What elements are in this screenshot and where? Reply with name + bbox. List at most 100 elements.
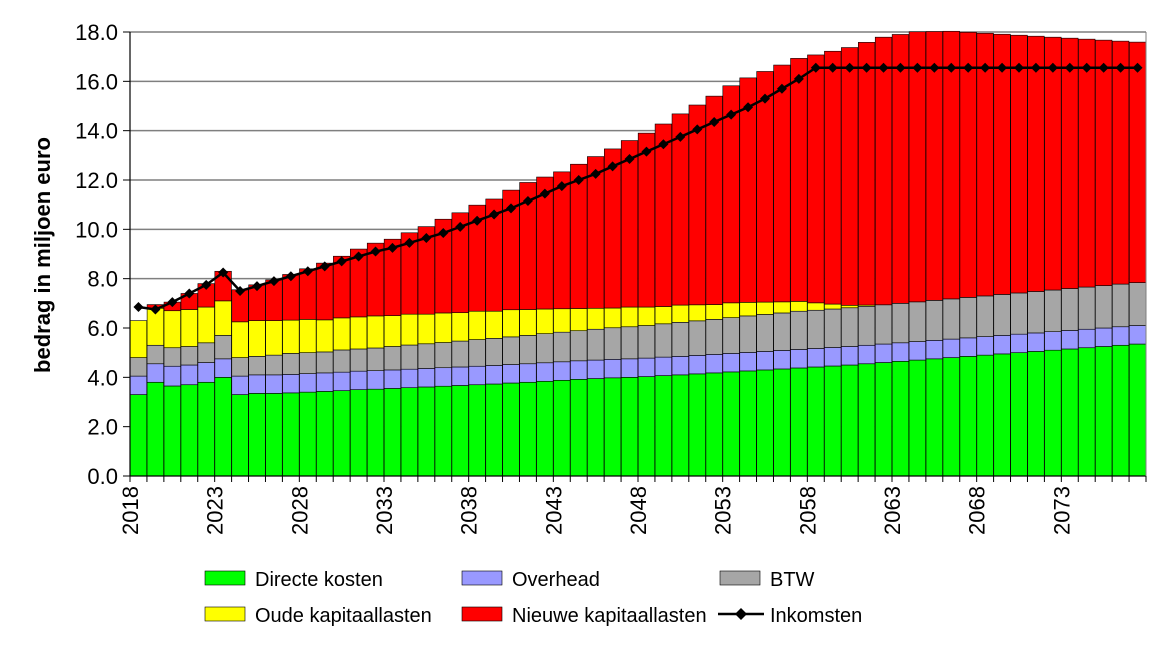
bar-nieuwe-kapitaallasten: [299, 268, 317, 320]
bar-overhead: [146, 363, 164, 383]
bar-directe-kosten: [1095, 346, 1113, 477]
bar-btw: [570, 330, 588, 362]
bar-overhead: [536, 362, 554, 382]
bar-btw: [604, 327, 622, 360]
bar-nieuwe-kapitaallasten: [705, 95, 723, 305]
bar-overhead: [214, 358, 232, 378]
y-tick-label: 16.0: [75, 69, 118, 94]
bar-overhead: [959, 337, 977, 357]
bar-directe-kosten: [807, 366, 825, 477]
income-point: [861, 62, 872, 73]
bar-btw: [705, 319, 723, 355]
bar-oude-kapitaalasten: [773, 301, 791, 314]
bar-directe-kosten: [350, 389, 368, 477]
income-point: [1081, 62, 1092, 73]
bar-directe-kosten: [570, 379, 588, 477]
bar-btw: [519, 335, 537, 365]
income-point: [726, 109, 737, 120]
bar-directe-kosten: [688, 373, 706, 477]
bar-overhead: [366, 370, 385, 390]
bar-nieuwe-kapitaallasten: [688, 104, 706, 306]
income-point: [252, 281, 262, 292]
bar-oude-kapitaalasten: [350, 316, 368, 350]
bar-btw: [722, 317, 740, 354]
bar-overhead: [299, 373, 317, 393]
legend-swatch: [719, 570, 761, 586]
bar-nieuwe-kapitaallasten: [925, 31, 943, 301]
bar-overhead: [773, 350, 791, 370]
bar-overhead: [604, 359, 622, 379]
y-tick-label: 0.0: [87, 464, 118, 489]
income-line: [133, 62, 1143, 315]
legend-label: Oude kapitaallasten: [255, 605, 432, 627]
bar-directe-kosten: [265, 393, 283, 477]
bar-overhead: [858, 344, 876, 365]
bar-nieuwe-kapitaallasten: [841, 47, 859, 306]
bar-oude-kapitaalasten: [705, 304, 723, 320]
income-point: [556, 181, 567, 192]
bar-oude-kapitaalasten: [383, 315, 402, 347]
bar-overhead: [942, 338, 960, 358]
bar-nieuwe-kapitaallasten: [756, 71, 774, 303]
income-point: [912, 62, 923, 73]
bar-nieuwe-kapitaallasten: [333, 255, 351, 319]
bar-overhead: [1095, 327, 1113, 347]
bar-btw: [891, 303, 910, 344]
bar-overhead: [265, 374, 283, 394]
x-tick-label: 2028: [287, 486, 312, 535]
bar-directe-kosten: [705, 372, 723, 477]
y-tick-label: 6.0: [87, 316, 118, 341]
bar-nieuwe-kapitaallasten: [993, 33, 1011, 295]
bar-directe-kosten: [773, 368, 791, 477]
bar-directe-kosten: [993, 353, 1011, 477]
income-point: [421, 232, 432, 243]
bar-oude-kapitaalasten: [756, 301, 774, 315]
bar-nieuwe-kapitaallasten: [1078, 38, 1096, 288]
bar-nieuwe-kapitaallasten: [942, 30, 960, 300]
bar-directe-kosten: [959, 356, 977, 477]
bar-directe-kosten: [1128, 343, 1147, 477]
bar-directe-kosten: [1044, 349, 1062, 477]
bar-oude-kapitaalasten: [400, 313, 418, 346]
bar-nieuwe-kapitaallasten: [824, 50, 842, 305]
bar-overhead: [485, 365, 503, 385]
bar-overhead: [1010, 333, 1028, 353]
bar-oude-kapitaalasten: [688, 304, 706, 322]
bar-directe-kosten: [671, 374, 689, 477]
x-tick-label: 2048: [626, 486, 651, 535]
bar-overhead: [129, 375, 148, 395]
bar-oude-kapitaalasten: [637, 306, 656, 326]
bar-directe-kosten: [366, 388, 385, 477]
bar-btw: [214, 335, 232, 360]
bar-overhead: [739, 352, 757, 372]
income-point: [641, 146, 652, 157]
bar-nieuwe-kapitaallasten: [1112, 40, 1130, 285]
bar-oude-kapitaalasten: [553, 308, 571, 333]
y-tick-label: 14.0: [75, 119, 118, 144]
income-point: [997, 62, 1008, 73]
income-point: [184, 288, 195, 299]
bar-nieuwe-kapitaallasten: [1128, 41, 1147, 283]
bar-directe-kosten: [756, 369, 774, 477]
bar-directe-kosten: [536, 380, 554, 477]
bar-oude-kapitaalasten: [824, 303, 842, 310]
income-point: [929, 62, 940, 73]
bar-directe-kosten: [299, 391, 317, 477]
bar-nieuwe-kapitaallasten: [1027, 35, 1045, 292]
bar-btw: [434, 342, 452, 369]
bar-directe-kosten: [891, 360, 910, 477]
bar-directe-kosten: [976, 354, 994, 477]
bar-directe-kosten: [942, 357, 960, 477]
legend-label: Nieuwe kapitaallasten: [512, 605, 707, 627]
bar-btw: [146, 344, 164, 365]
income-point: [963, 62, 974, 73]
bar-nieuwe-kapitaallasten: [976, 32, 994, 297]
bar-overhead: [841, 346, 859, 366]
income-point: [827, 62, 838, 73]
bar-overhead: [1078, 328, 1096, 349]
income-point: [607, 161, 618, 172]
income-point: [1047, 62, 1058, 73]
bar-overhead: [570, 360, 588, 380]
bar-directe-kosten: [146, 381, 164, 477]
y-tick-label: 2.0: [87, 415, 118, 440]
